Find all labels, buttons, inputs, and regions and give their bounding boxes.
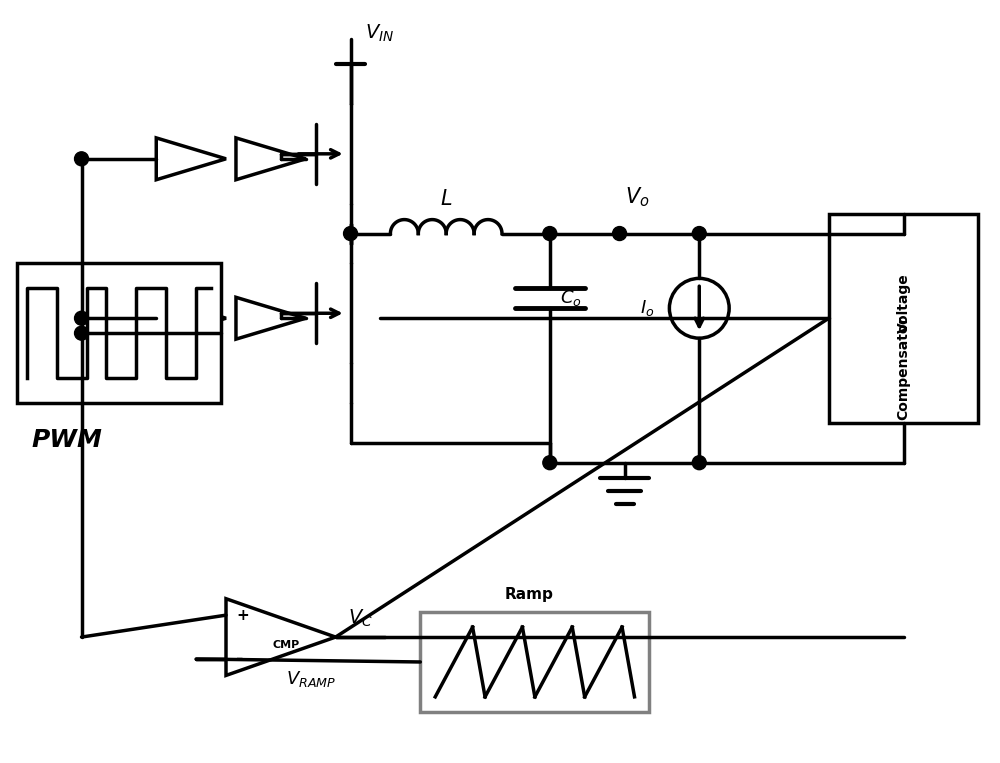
Circle shape xyxy=(543,456,557,470)
Circle shape xyxy=(75,311,89,325)
Text: $V_o$: $V_o$ xyxy=(625,185,649,208)
Circle shape xyxy=(75,152,89,166)
Text: $V_C$: $V_C$ xyxy=(348,608,372,629)
Text: CMP: CMP xyxy=(272,640,299,650)
FancyBboxPatch shape xyxy=(17,263,221,403)
Text: $I_o$: $I_o$ xyxy=(640,298,654,318)
Text: $L$: $L$ xyxy=(440,188,452,208)
Text: Voltage: Voltage xyxy=(897,273,911,333)
Text: -: - xyxy=(236,650,243,668)
FancyBboxPatch shape xyxy=(829,214,978,423)
Circle shape xyxy=(344,227,358,240)
Circle shape xyxy=(543,227,557,240)
Text: Compensator: Compensator xyxy=(897,316,911,420)
Circle shape xyxy=(75,327,89,340)
Text: +: + xyxy=(236,607,249,623)
Text: PWM: PWM xyxy=(32,428,103,452)
Circle shape xyxy=(692,227,706,240)
Text: $V_{IN}$: $V_{IN}$ xyxy=(365,23,395,44)
Text: $C_o$: $C_o$ xyxy=(560,288,581,308)
Circle shape xyxy=(692,456,706,470)
Circle shape xyxy=(613,227,627,240)
Text: $V_{RAMP}$: $V_{RAMP}$ xyxy=(286,669,336,689)
Text: Ramp: Ramp xyxy=(505,588,554,602)
FancyBboxPatch shape xyxy=(420,612,649,712)
